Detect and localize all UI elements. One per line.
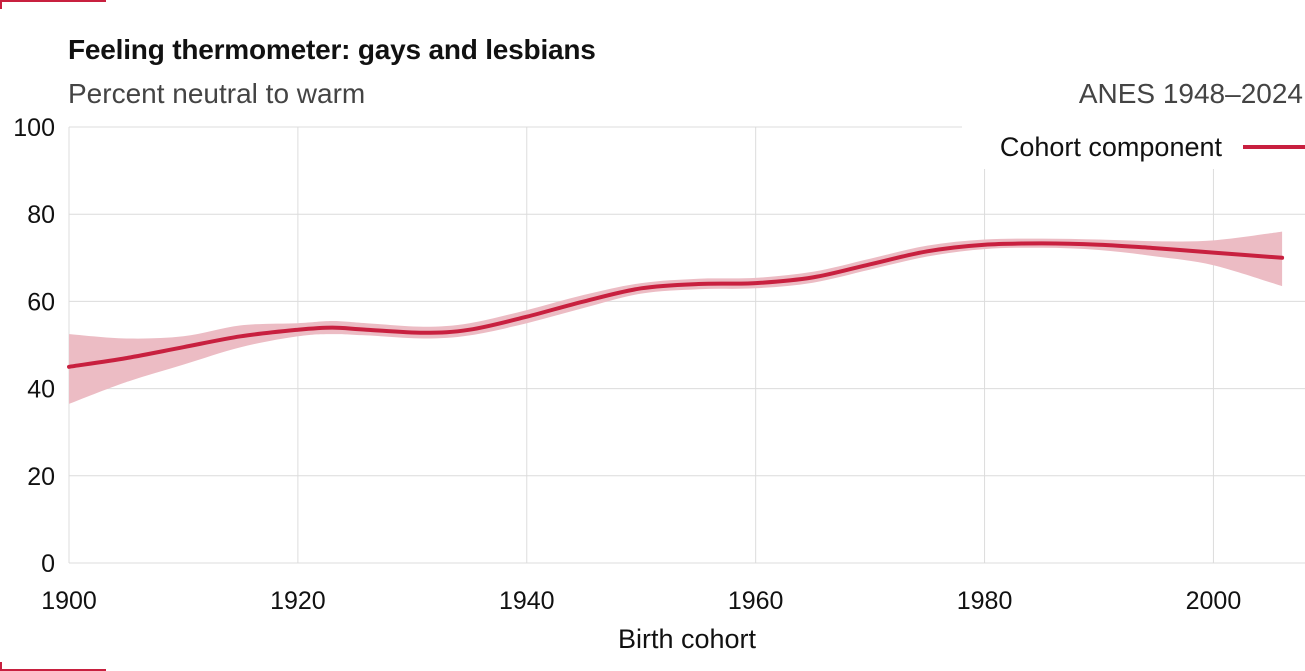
y-tick-label: 100: [13, 114, 55, 142]
y-tick-label: 80: [27, 201, 55, 229]
x-tick-label: 1960: [728, 587, 784, 615]
y-tick-label: 40: [27, 376, 55, 404]
x-tick-label: 1920: [270, 587, 326, 615]
x-tick-label: 1980: [957, 587, 1013, 615]
x-axis-title: Birth cohort: [618, 624, 757, 654]
corner-mark-bottom: [0, 662, 106, 671]
chart-title: Feeling thermometer: gays and lesbians: [68, 34, 596, 65]
x-tick-label: 1900: [41, 587, 97, 615]
y-tick-label: 0: [41, 550, 55, 578]
chart-subtitle: Percent neutral to warm: [68, 78, 366, 109]
chart-source: ANES 1948–2024: [1078, 78, 1303, 109]
x-tick-label: 1940: [499, 587, 555, 615]
corner-mark-top: [0, 0, 106, 9]
grid-layer: [68, 126, 1305, 564]
line-layer: [67, 241, 1285, 369]
x-tick-label: 2000: [1186, 587, 1242, 615]
confidence-band: [69, 231, 1283, 404]
y-tick-label: 20: [27, 463, 55, 491]
legend-label-cohort-component: Cohort component: [1000, 132, 1223, 162]
legend: Cohort component: [1000, 132, 1305, 162]
band-layer: [69, 231, 1283, 404]
tick-layer: 0 20 40 60 80 100 1900 1920 1940 1960 1980 2000: [13, 114, 1241, 615]
series-line-0: [67, 241, 1285, 369]
y-tick-label: 60: [27, 288, 55, 316]
